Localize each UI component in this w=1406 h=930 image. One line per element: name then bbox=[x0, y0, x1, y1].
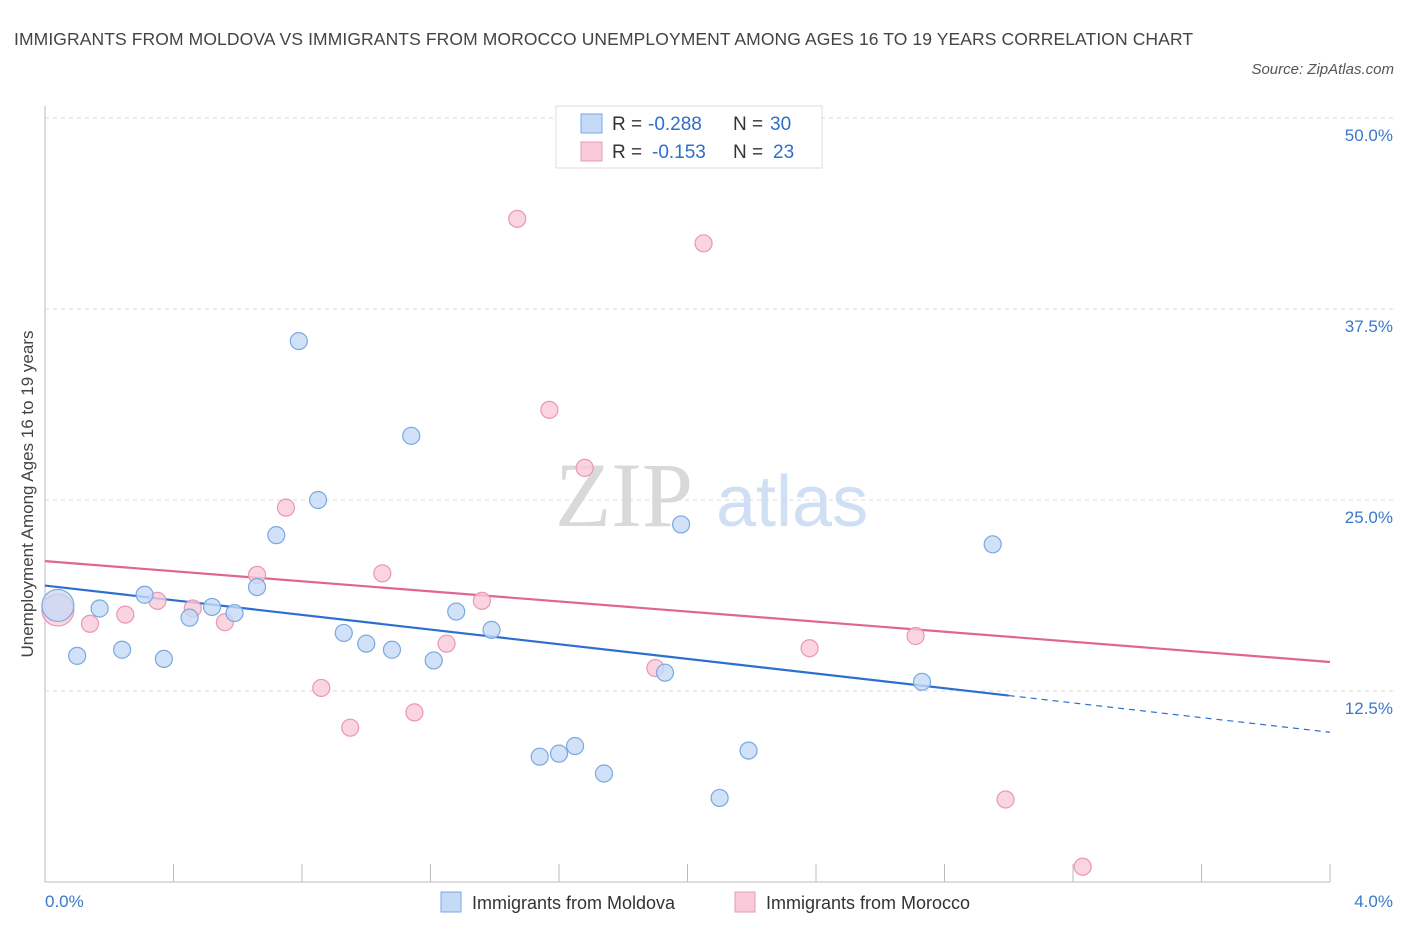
moldova-point bbox=[671, 515, 691, 534]
moldova-point bbox=[225, 603, 244, 623]
x-tick-label-max: 4.0% bbox=[1354, 892, 1393, 911]
morocco-point bbox=[437, 634, 456, 653]
legend-morocco-n-value: 23 bbox=[773, 142, 794, 163]
legend-moldova-n-value: 30 bbox=[770, 114, 791, 135]
legend-morocco-swatch bbox=[580, 141, 603, 162]
moldova-point bbox=[68, 646, 87, 665]
morocco-point bbox=[800, 639, 819, 658]
legend-morocco-r-label: R = bbox=[612, 142, 642, 163]
y-tick-labels: 12.5% 25.0% 37.5% 50.0% bbox=[1345, 126, 1393, 718]
moldova-point bbox=[357, 634, 376, 653]
moldova-point bbox=[267, 526, 286, 545]
trend-lines bbox=[44, 560, 1331, 733]
y-axis-title: Unemployment Among Ages 16 to 19 years bbox=[18, 331, 37, 658]
moldova-point bbox=[382, 640, 402, 659]
moldova-point bbox=[247, 577, 267, 597]
morocco-point bbox=[116, 605, 135, 624]
moldova-point bbox=[308, 490, 328, 510]
moldova-point bbox=[447, 602, 466, 621]
moldova-point bbox=[549, 744, 569, 763]
moldova-point bbox=[135, 585, 154, 604]
legend-bottom: Immigrants from Moldova Immigrants from … bbox=[440, 891, 970, 913]
morocco-point bbox=[996, 790, 1015, 809]
watermark-zip: ZIP bbox=[555, 444, 693, 546]
moldova-point bbox=[112, 640, 132, 659]
morocco-point bbox=[373, 564, 392, 583]
y-tick-label: 12.5% bbox=[1345, 699, 1393, 718]
moldova-point bbox=[710, 788, 729, 808]
moldova-point bbox=[424, 651, 443, 670]
morocco-point bbox=[906, 626, 925, 646]
legend-moldova-swatch bbox=[580, 113, 603, 134]
moldova-point bbox=[594, 764, 614, 783]
x-ticks bbox=[173, 864, 1331, 882]
moldova-point bbox=[180, 608, 199, 627]
morocco-point bbox=[540, 400, 559, 419]
y-tick-label: 50.0% bbox=[1345, 126, 1393, 145]
moldova-point bbox=[530, 747, 549, 766]
y-tick-label: 25.0% bbox=[1345, 508, 1393, 527]
moldova-point bbox=[289, 331, 308, 351]
legend-morocco-r-value: -0.153 bbox=[652, 142, 706, 163]
moldova-point bbox=[334, 623, 353, 643]
x-tick-label-min: 0.0% bbox=[45, 892, 84, 911]
data-points bbox=[41, 209, 1092, 876]
legend-top: R = -0.288 N = 30 R = -0.153 N = 23 bbox=[555, 105, 823, 169]
trend-line-moldova-extension bbox=[1008, 694, 1331, 733]
moldova-point bbox=[482, 620, 501, 639]
morocco-point bbox=[694, 234, 713, 253]
moldova-point bbox=[41, 588, 75, 623]
legend-morocco-n-label: N = bbox=[733, 142, 763, 163]
legend-bottom-morocco-label: Immigrants from Morocco bbox=[766, 893, 970, 913]
morocco-point bbox=[80, 614, 100, 633]
chart-title: IMMIGRANTS FROM MOLDOVA VS IMMIGRANTS FR… bbox=[14, 29, 1194, 49]
moldova-point bbox=[90, 599, 109, 618]
moldova-point bbox=[655, 663, 675, 682]
moldova-point bbox=[739, 741, 758, 760]
moldova-point bbox=[202, 597, 222, 617]
legend-bottom-moldova-swatch bbox=[440, 891, 462, 913]
morocco-point bbox=[575, 458, 594, 478]
source-label: Source: ZipAtlas.com bbox=[1251, 61, 1394, 78]
morocco-point bbox=[472, 591, 491, 610]
legend-bottom-morocco-swatch bbox=[734, 891, 756, 913]
moldova-point bbox=[983, 535, 1002, 554]
y-tick-label: 37.5% bbox=[1345, 317, 1393, 336]
legend-moldova-n-label: N = bbox=[733, 114, 763, 135]
morocco-point bbox=[312, 678, 331, 698]
watermark-atlas: atlas bbox=[716, 462, 868, 542]
legend-moldova-r-label: R = bbox=[612, 114, 642, 135]
legend-bottom-moldova-label: Immigrants from Moldova bbox=[472, 893, 676, 913]
legend-moldova-r-value: -0.288 bbox=[648, 114, 702, 135]
moldova-point bbox=[912, 672, 932, 691]
morocco-point bbox=[1073, 857, 1092, 876]
gridlines bbox=[45, 117, 1395, 692]
moldova-point bbox=[154, 649, 173, 669]
morocco-point bbox=[341, 718, 360, 737]
morocco-point bbox=[508, 209, 527, 228]
moldova-point bbox=[402, 426, 421, 445]
morocco-point bbox=[405, 703, 424, 722]
morocco-point bbox=[276, 498, 296, 517]
moldova-point bbox=[565, 736, 585, 756]
